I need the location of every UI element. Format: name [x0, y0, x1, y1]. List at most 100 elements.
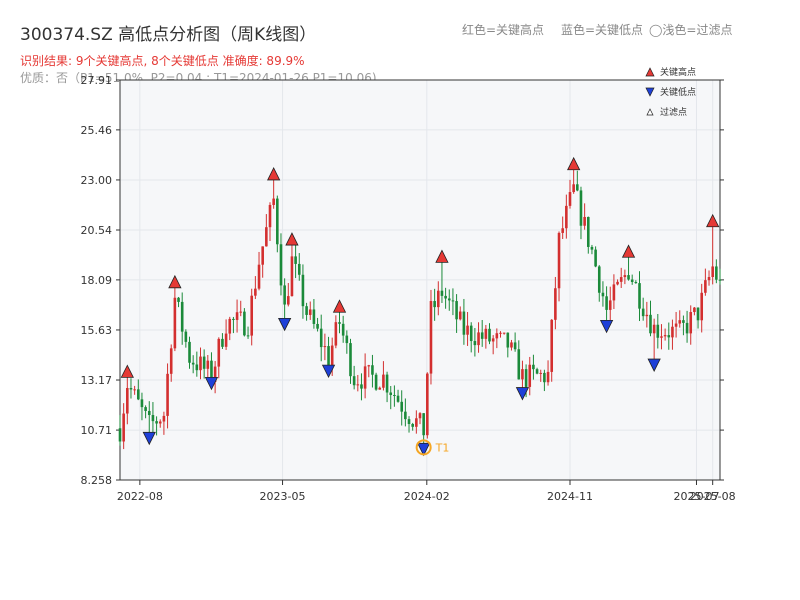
top-legend-high: 红色=关键高点 — [462, 23, 545, 37]
candle-body — [184, 331, 188, 342]
candle-body — [272, 198, 275, 205]
candle-body — [462, 311, 466, 335]
candle-body — [502, 332, 506, 334]
candle-body — [235, 312, 239, 320]
candle-body — [360, 384, 363, 389]
legend-marker — [646, 108, 654, 116]
candle-body — [195, 364, 199, 371]
candle-body — [484, 328, 488, 339]
candle-body — [341, 323, 345, 336]
candle-body — [444, 295, 447, 299]
candle-body — [711, 266, 714, 278]
candle-body — [682, 320, 685, 323]
candle-body — [169, 348, 173, 374]
candle-body — [133, 389, 136, 391]
candle-body — [319, 328, 323, 348]
candle-body — [539, 372, 543, 374]
candle-body — [228, 318, 232, 334]
legend-marker — [645, 67, 655, 77]
candle-body — [616, 281, 619, 285]
candle-body — [583, 216, 586, 226]
candle-body — [594, 249, 597, 267]
key-high-marker — [332, 299, 347, 313]
y-tick-label: 23.00 — [81, 174, 113, 187]
candle-body — [177, 297, 180, 302]
candle-body — [554, 288, 557, 320]
candle-body — [568, 192, 572, 206]
key-high-marker — [120, 364, 134, 378]
candle-body — [151, 415, 155, 422]
key-high-marker — [435, 249, 449, 263]
candle-body — [586, 216, 590, 247]
candle-body — [356, 384, 360, 386]
y-tick-label: 15.63 — [81, 324, 113, 337]
candle-body — [224, 333, 228, 347]
candle-body — [426, 373, 429, 436]
candle-body — [458, 311, 462, 320]
candle-body — [671, 326, 674, 338]
key-low-marker — [417, 442, 431, 457]
key-high-marker — [567, 156, 581, 171]
candle-body — [693, 307, 696, 313]
candle-body — [663, 335, 667, 337]
candle-body — [330, 345, 334, 365]
candle-body — [652, 324, 656, 334]
candle-body — [367, 365, 371, 367]
candle-body — [126, 387, 129, 414]
key-high-marker — [706, 213, 720, 228]
candle-body — [557, 232, 561, 289]
candle-body — [316, 323, 319, 329]
candle-body — [543, 372, 546, 383]
candle-body — [715, 266, 718, 280]
candle-body — [297, 263, 301, 275]
key-high-marker — [168, 274, 182, 289]
candle-body — [469, 325, 473, 342]
candle-body — [477, 332, 480, 346]
candle-body — [400, 401, 404, 412]
candle-body — [535, 369, 539, 374]
candle-body — [308, 309, 312, 315]
candle-body — [283, 285, 286, 305]
candle-body — [447, 298, 451, 301]
chart-title: 300374.SZ 高低点分析图（周K线图） — [20, 25, 317, 45]
legend-label: 过滤点 — [660, 106, 687, 118]
candle-body — [363, 366, 367, 389]
x-tick-label: 2025-07 — [673, 490, 719, 503]
candle-body — [144, 407, 147, 411]
candle-body — [488, 328, 491, 342]
candle-body — [385, 374, 389, 393]
candle-body — [213, 366, 217, 382]
candle-body — [546, 371, 550, 383]
candle-body — [685, 322, 689, 334]
candle-body — [418, 413, 422, 419]
candle-body — [147, 410, 151, 416]
candle-body — [188, 341, 191, 363]
key-low-marker — [647, 358, 661, 372]
key-low-marker — [142, 431, 156, 446]
x-tick-label: 2022-08 — [117, 490, 163, 503]
candle-body — [276, 198, 279, 245]
candle-body — [173, 297, 177, 349]
candle-body — [199, 356, 202, 371]
candle-body — [345, 335, 349, 344]
candle-body — [158, 421, 162, 424]
candle-body — [660, 336, 663, 338]
candle-body — [649, 314, 652, 334]
legend-label: 关键高点 — [660, 66, 696, 78]
candle-body — [451, 300, 455, 302]
candle-body — [704, 280, 707, 293]
candle-body — [250, 295, 254, 336]
candle-body — [579, 190, 583, 226]
candle-body — [374, 374, 378, 390]
candle-body — [407, 419, 411, 425]
candle-body — [349, 343, 352, 377]
x-tick-label: 2024-11 — [547, 490, 593, 503]
candle-body — [393, 395, 396, 397]
y-tick-label: 27.91 — [81, 74, 113, 87]
candle-body — [436, 290, 440, 308]
top-legend-filtered: ◯浅色=过滤点 — [649, 23, 733, 37]
candle-body — [232, 318, 235, 320]
candle-body — [674, 323, 678, 327]
candle-body — [638, 283, 641, 309]
